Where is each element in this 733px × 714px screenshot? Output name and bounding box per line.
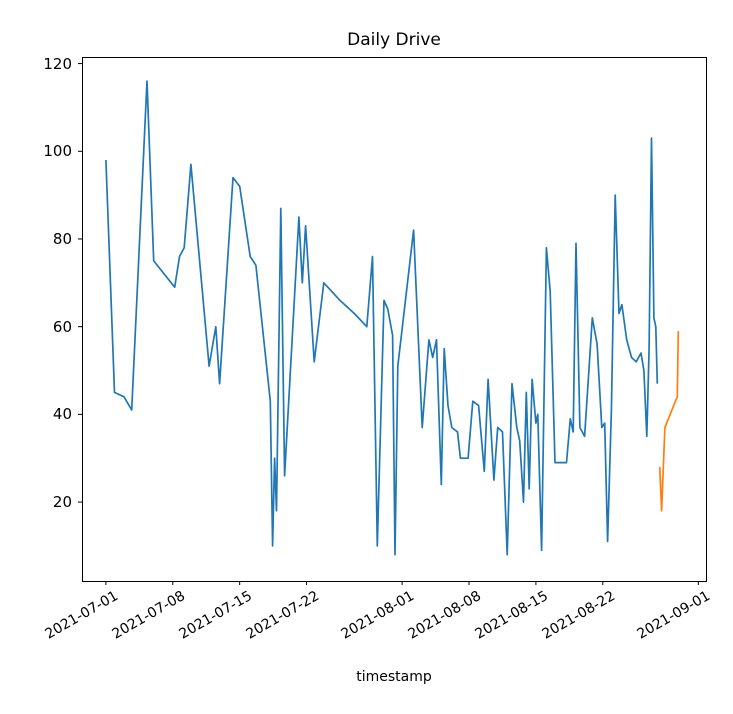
y-tick-label: 60 — [14, 318, 72, 336]
y-tick-label: 40 — [14, 405, 72, 423]
y-tick-label: 20 — [14, 493, 72, 511]
y-tick-label: 100 — [14, 142, 72, 160]
y-tick-label: 80 — [14, 230, 72, 248]
figure: Daily Drive 204060801001202021-07-012021… — [0, 0, 733, 714]
series-line-drive-history — [106, 81, 657, 555]
series-line-drive-recent — [660, 331, 679, 511]
y-tick-label: 120 — [14, 55, 72, 73]
x-axis-label: timestamp — [82, 669, 706, 685]
